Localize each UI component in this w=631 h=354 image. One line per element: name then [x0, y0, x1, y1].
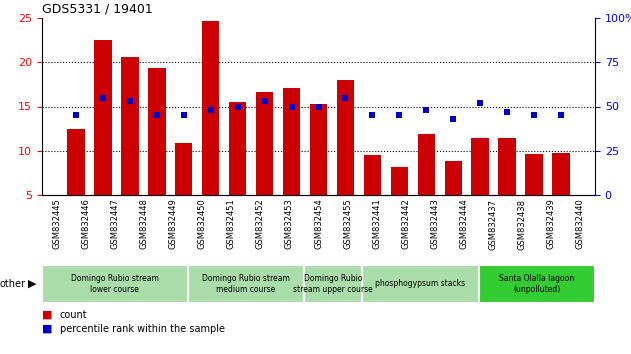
Bar [202, 21, 220, 195]
Text: GSM832447: GSM832447 [110, 199, 119, 249]
Bar [552, 153, 570, 195]
Bar [498, 138, 516, 195]
Bar [444, 161, 462, 195]
Text: Santa Olalla lagoon
(unpolluted): Santa Olalla lagoon (unpolluted) [499, 274, 574, 294]
Point [502, 109, 512, 115]
Bar [42, 265, 187, 303]
Text: ■: ■ [42, 324, 52, 334]
Point [151, 113, 162, 118]
Bar [337, 80, 354, 195]
Bar [310, 104, 327, 195]
Text: Domingo Rubio stream
medium course: Domingo Rubio stream medium course [202, 274, 290, 294]
Point [125, 98, 135, 104]
Point [71, 113, 81, 118]
Text: GSM832448: GSM832448 [139, 199, 148, 249]
Bar [471, 138, 489, 195]
Bar [283, 88, 300, 195]
Text: GSM832442: GSM832442 [401, 199, 410, 249]
Point [340, 95, 350, 101]
Text: GSM832444: GSM832444 [459, 199, 469, 249]
Text: GSM832441: GSM832441 [372, 199, 381, 249]
Text: GSM832437: GSM832437 [488, 199, 498, 250]
Text: GSM832443: GSM832443 [430, 199, 439, 249]
Text: percentile rank within the sample: percentile rank within the sample [60, 324, 225, 334]
Bar [362, 265, 478, 303]
Bar [148, 68, 165, 195]
Bar [391, 167, 408, 195]
Point [233, 104, 243, 109]
Text: GSM832438: GSM832438 [518, 199, 527, 250]
Bar [418, 134, 435, 195]
Text: count: count [60, 310, 87, 320]
Bar [175, 143, 192, 195]
Text: GSM832439: GSM832439 [547, 199, 556, 249]
Point [98, 95, 108, 101]
Point [394, 113, 404, 118]
Point [448, 116, 458, 122]
Text: GSM832446: GSM832446 [81, 199, 90, 249]
Text: GSM832451: GSM832451 [227, 199, 236, 249]
Text: phosphogypsum stacks: phosphogypsum stacks [375, 280, 466, 289]
Bar [229, 102, 246, 195]
Bar [94, 40, 112, 195]
Text: Domingo Rubio
stream upper course: Domingo Rubio stream upper course [293, 274, 373, 294]
Bar [256, 92, 273, 195]
Text: GSM832449: GSM832449 [168, 199, 177, 249]
Bar [363, 155, 381, 195]
Point [259, 98, 269, 104]
Text: GDS5331 / 19401: GDS5331 / 19401 [42, 3, 153, 16]
Text: GSM832452: GSM832452 [256, 199, 265, 249]
Point [422, 107, 432, 113]
Bar [526, 154, 543, 195]
Point [475, 100, 485, 106]
Bar [187, 265, 304, 303]
Text: ■: ■ [42, 310, 52, 320]
Text: other: other [0, 279, 26, 289]
Text: GSM832453: GSM832453 [285, 199, 294, 249]
Bar [67, 129, 85, 195]
Text: GSM832445: GSM832445 [52, 199, 61, 249]
Text: Domingo Rubio stream
lower course: Domingo Rubio stream lower course [71, 274, 159, 294]
Point [529, 113, 540, 118]
Text: GSM832454: GSM832454 [314, 199, 323, 249]
Point [179, 113, 189, 118]
Text: ▶: ▶ [28, 279, 37, 289]
Text: GSM832455: GSM832455 [343, 199, 352, 249]
Point [556, 113, 566, 118]
Point [314, 104, 324, 109]
Point [367, 113, 377, 118]
Bar [304, 265, 362, 303]
Point [286, 104, 297, 109]
Bar [478, 265, 595, 303]
Bar [121, 57, 139, 195]
Text: GSM832450: GSM832450 [198, 199, 206, 249]
Text: GSM832440: GSM832440 [576, 199, 585, 249]
Point [206, 107, 216, 113]
